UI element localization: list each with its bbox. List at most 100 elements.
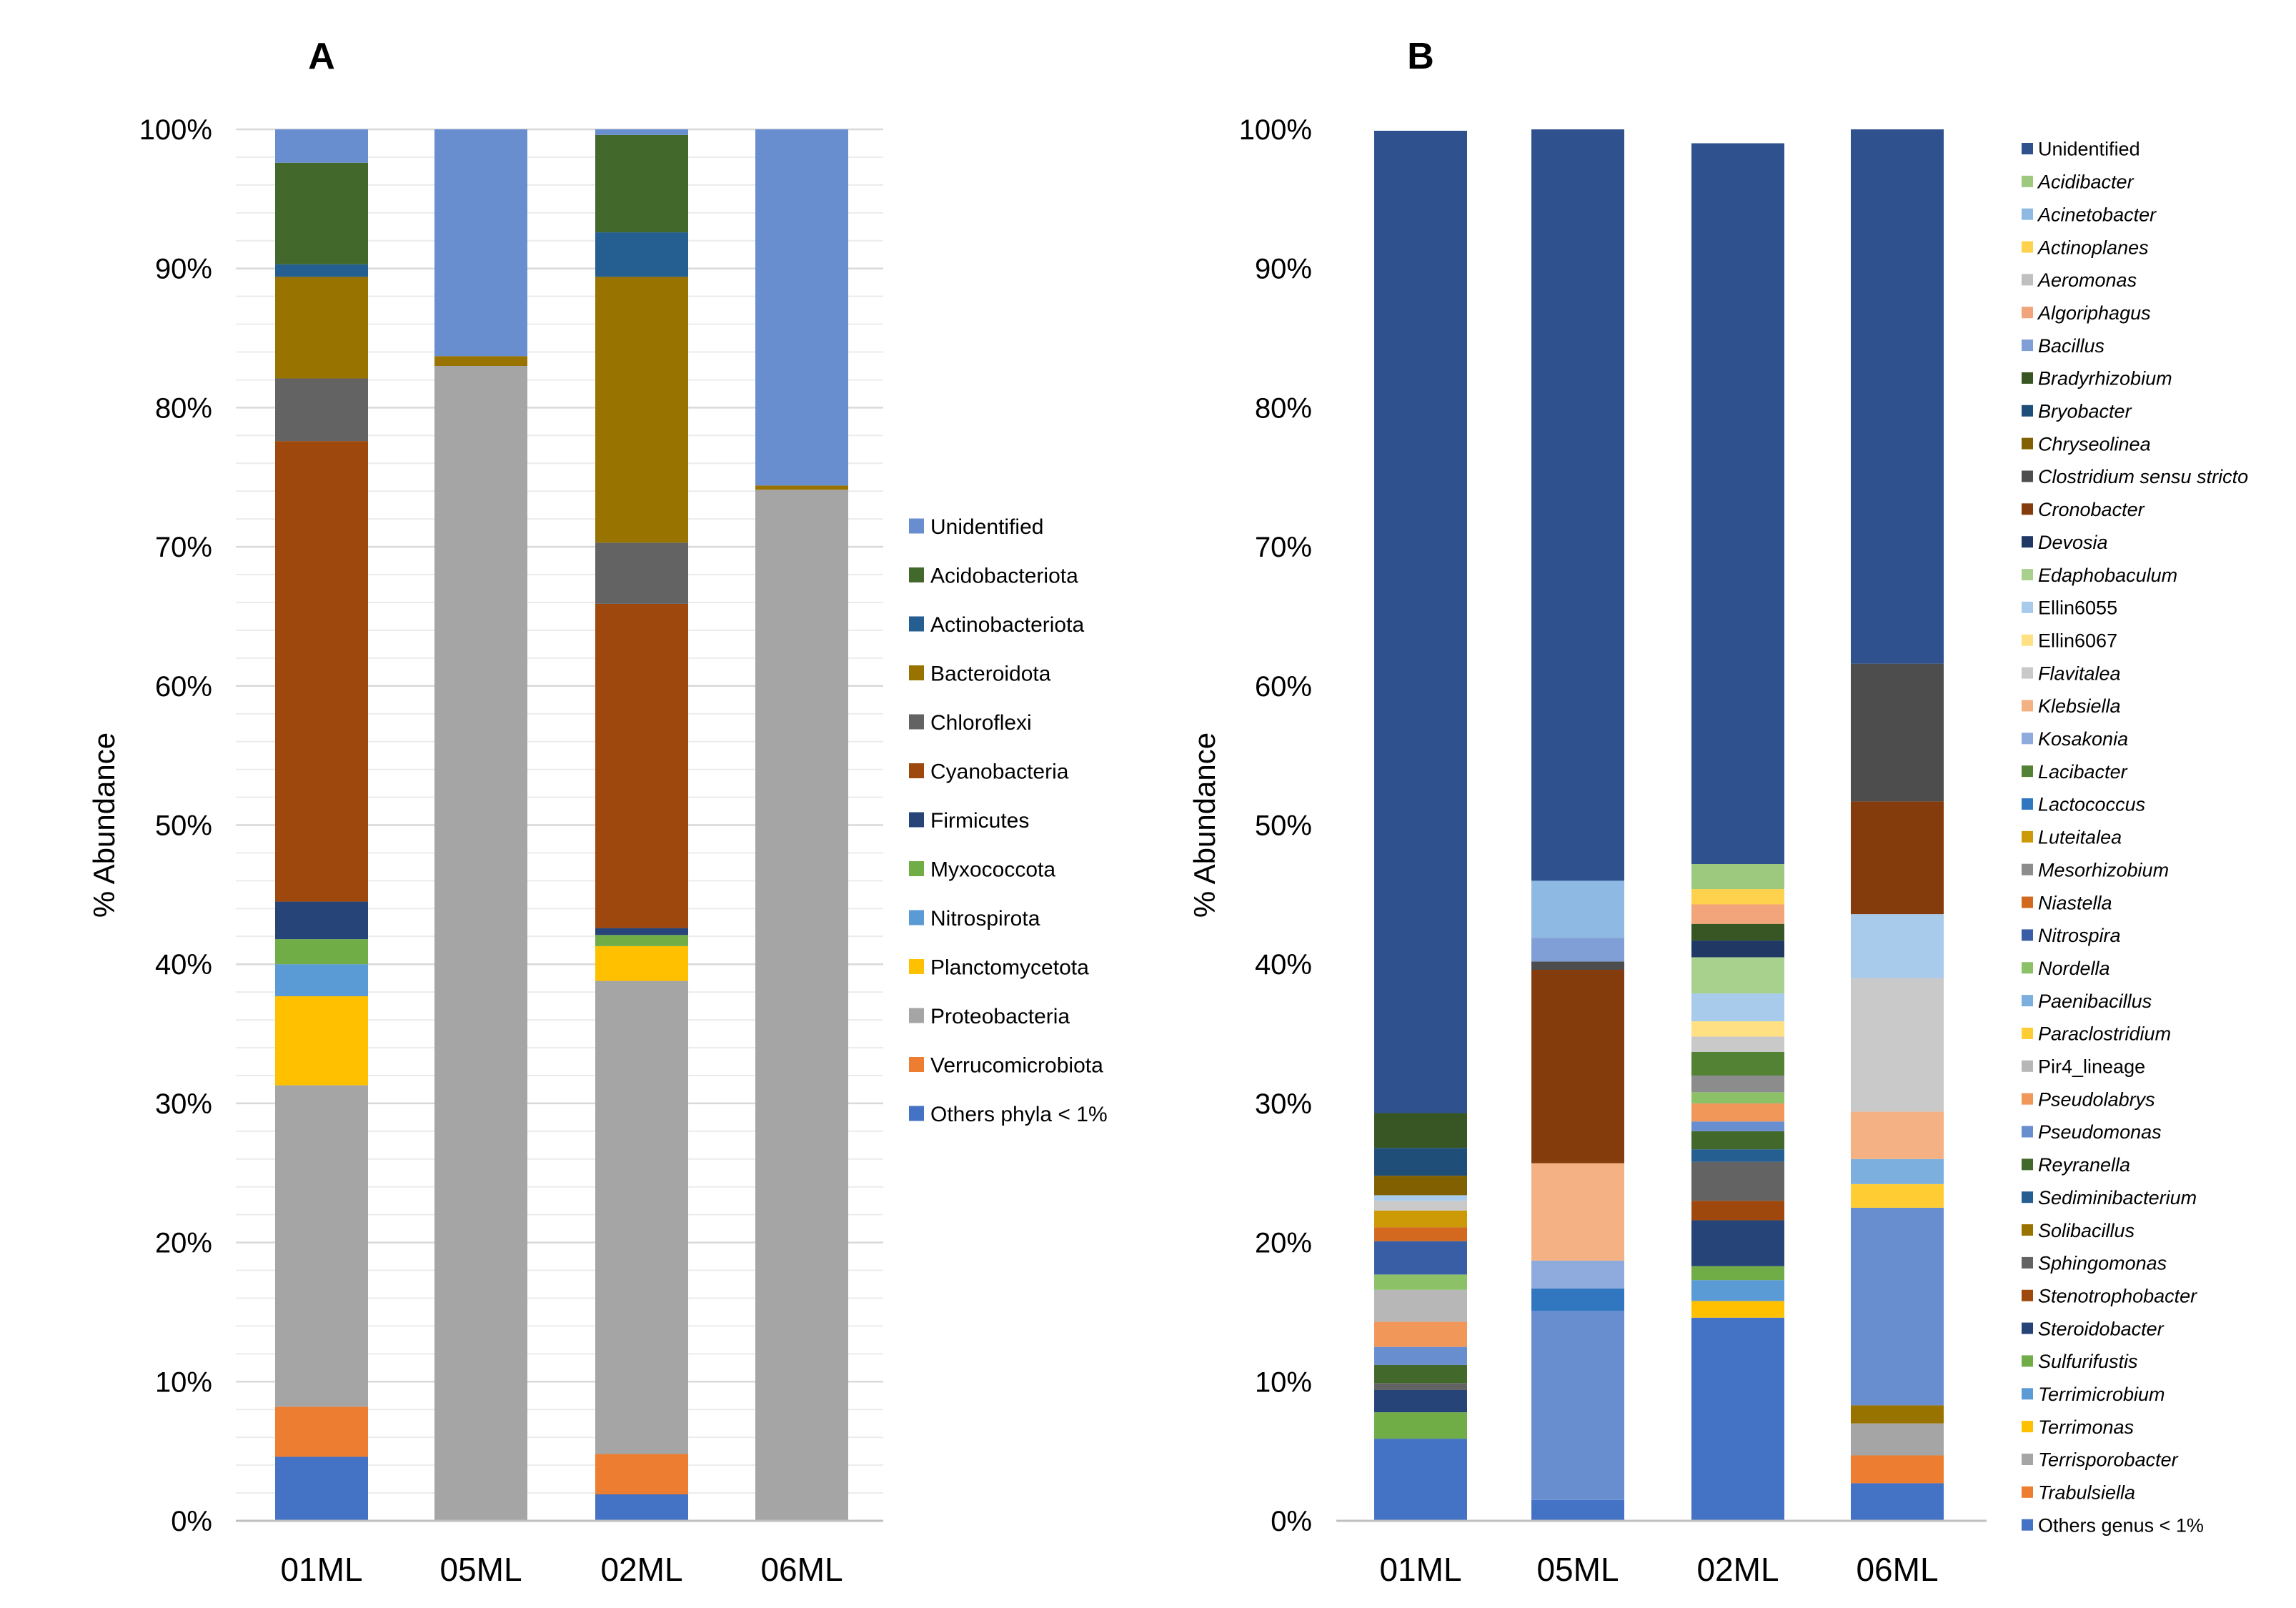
chart-b-bar-segment-02ml-algoriphagus: [1691, 904, 1784, 924]
chart-b-y-tick-label: 0%: [1271, 1506, 1312, 1537]
chart-b-bar-segment-02ml-sediminibacterium: [1691, 1149, 1784, 1162]
chart-a-x-category-label: 06ML: [760, 1551, 843, 1588]
chart-b-legend-label-bradyrhizobium: Bradyrhizobium: [2038, 368, 2172, 389]
chart-a-bar-segment-01ml-proteobacteria: [275, 1085, 368, 1407]
chart-b-legend-swatch-lactococcus: [2022, 798, 2033, 810]
chart-b-legend-swatch-terrimicrobium: [2022, 1388, 2033, 1400]
chart-b-legend-label-bryobacter: Bryobacter: [2038, 401, 2132, 422]
chart-b-bar-segment-01ml-bradyrhizobium: [1374, 1113, 1467, 1148]
chart-b-legend-label-terrimonas: Terrimonas: [2038, 1416, 2134, 1438]
chart-a-bar-segment-01ml-actinobacteriota: [275, 264, 368, 277]
chart-b-legend-swatch-nitrospira: [2022, 929, 2033, 941]
chart-b-legend-label-nitrospira: Nitrospira: [2038, 925, 2121, 946]
chart-b-legend-label-clostridium-sensu-stricto: Clostridium sensu stricto: [2038, 466, 2248, 487]
chart-b-bar-segment-02ml-mesorhizobium: [1691, 1075, 1784, 1093]
chart-a-bar-segment-01ml-myxococcota: [275, 939, 368, 965]
chart-b-bar-segment-05ml-klebsiella: [1531, 1163, 1624, 1261]
chart-b-legend-swatch-acinetobacter: [2022, 208, 2033, 220]
chart-b-legend-swatch-flavitalea: [2022, 667, 2033, 679]
chart-b-legend-swatch-pir4-lineage: [2022, 1060, 2033, 1072]
chart-a-legend-swatch-actinobacteriota: [909, 616, 924, 632]
chart-b-legend-swatch-bryobacter: [2022, 405, 2033, 417]
chart-b-legend-swatch-lacibacter: [2022, 765, 2033, 778]
chart-b-bar-segment-02ml-acidibacter: [1691, 864, 1784, 890]
chart-b-legend-swatch-devosia: [2022, 536, 2033, 548]
chart-b-legend-swatch-steroidobacter: [2022, 1322, 2033, 1334]
chart-a-y-axis-label: % Abundance: [87, 733, 121, 918]
chart-a-bar-segment-06ml-bacteroidota: [755, 485, 848, 490]
chart-b-bar-segment-05ml-bacillus: [1531, 938, 1624, 962]
chart-b-bar-segment-02ml-steroidobacter: [1691, 1220, 1784, 1266]
chart-b-y-tick-label: 40%: [1255, 949, 1312, 981]
chart-b-bar-segment-01ml-pir4-lineage: [1374, 1289, 1467, 1322]
chart-b-bar-segment-01ml-nitrospira: [1374, 1241, 1467, 1275]
chart-b-bar-segment-01ml-ellin6055: [1374, 1195, 1467, 1201]
chart-b-legend-swatch-sphingomonas: [2022, 1256, 2033, 1269]
chart-b-bar-segment-01ml-pseudolabrys: [1374, 1321, 1467, 1347]
chart-b-bar-segment-02ml-devosia: [1691, 941, 1784, 958]
chart-b-legend-swatch-reyranella: [2022, 1158, 2033, 1171]
chart-b-bar-segment-02ml-bradyrhizobium: [1691, 923, 1784, 941]
chart-a-bar-segment-01ml-planctomycetota: [275, 996, 368, 1086]
chart-b-legend-label-unidentified: Unidentified: [2038, 139, 2140, 160]
chart-a-y-tick-label: 30%: [155, 1088, 212, 1120]
chart-a-y-tick-label: 100%: [139, 114, 212, 146]
chart-b-bar-segment-05ml-lactococcus: [1531, 1288, 1624, 1311]
chart-b-legend-label-pseudolabrys: Pseudolabrys: [2038, 1088, 2155, 1110]
chart-b-bar-segment-02ml-terrimonas: [1691, 1301, 1784, 1318]
chart-b-y-tick-label: 60%: [1255, 671, 1312, 703]
chart-b-legend-label-others-genus-1: Others genus < 1%: [2038, 1514, 2204, 1536]
chart-b-legend-label-mesorhizobium: Mesorhizobium: [2038, 859, 2169, 880]
chart-a-legend-label-cyanobacteria: Cyanobacteria: [930, 760, 1069, 783]
chart-a-legend-label-others-phyla-1: Others phyla < 1%: [930, 1103, 1108, 1126]
chart-a-legend-label-nitrospirota: Nitrospirota: [930, 907, 1040, 930]
chart-b-legend-swatch-ellin6055: [2022, 601, 2033, 613]
chart-b-legend-swatch-bradyrhizobium: [2022, 372, 2033, 384]
chart-b-legend-swatch-klebsiella: [2022, 700, 2033, 712]
chart-b-legend-label-kosakonia: Kosakonia: [2038, 728, 2128, 750]
chart-b-bar-segment-02ml-actinoplanes: [1691, 889, 1784, 905]
chart-b-y-tick-label: 80%: [1255, 392, 1312, 424]
chart-b-legend-label-lacibacter: Lacibacter: [2038, 761, 2128, 783]
chart-a-x-category-label: 05ML: [439, 1551, 522, 1588]
chart-b-legend-label-solibacillus: Solibacillus: [2038, 1220, 2135, 1241]
chart-b-legend-swatch-mesorhizobium: [2022, 863, 2033, 875]
chart-b-y-tick-label: 90%: [1255, 254, 1312, 285]
chart-a: 0% 10% 20% 30% 40% 50% 60% 70% 80% 90% 100% % Abund…: [87, 114, 1108, 1588]
chart-b-legend-label-stenotrophobacter: Stenotrophobacter: [2038, 1285, 2197, 1306]
chart-b-bar-segment-06ml-paraclostridium: [1851, 1183, 1944, 1208]
chart-a-bar-segment-01ml-nitrospirota: [275, 964, 368, 996]
chart-a-bar-segment-01ml-others-phyla-1: [275, 1456, 368, 1521]
chart-b-legend-label-sediminibacterium: Sediminibacterium: [2038, 1187, 2197, 1209]
chart-b-legend-label-aeromonas: Aeromonas: [2037, 269, 2137, 291]
chart-a-legend-swatch-planctomycetota: [909, 959, 924, 974]
chart-b-bar-segment-06ml-pseudomonas: [1851, 1207, 1944, 1406]
chart-b-bar-segment-01ml-luteitalea: [1374, 1210, 1467, 1228]
chart-b-legend-swatch-terrisporobacter: [2022, 1454, 2033, 1465]
chart-b-legend-label-devosia: Devosia: [2038, 532, 2108, 553]
chart-b-bar-segment-05ml-others-genus-1: [1531, 1499, 1624, 1521]
chart-b-legend-label-ellin6055: Ellin6055: [2038, 597, 2117, 619]
chart-a-legend-swatch-myxococcota: [909, 861, 924, 876]
chart-b-legend-swatch-unidentified: [2022, 143, 2033, 154]
chart-a-bar-segment-05ml-unidentified: [434, 129, 527, 357]
chart-b-bar-segment-01ml-steroidobacter: [1374, 1389, 1467, 1413]
chart-a-y-tick-label: 80%: [155, 392, 212, 424]
chart-b-legend-swatch-sulfurifustis: [2022, 1355, 2033, 1367]
chart-b-legend-swatch-sediminibacterium: [2022, 1191, 2033, 1203]
chart-b-bar-segment-01ml-pseudomonas: [1374, 1346, 1467, 1365]
chart-b-legend-label-trabulsiella: Trabulsiella: [2038, 1482, 2135, 1504]
chart-b-legend-swatch-edaphobaculum: [2022, 569, 2033, 581]
chart-b-bar-segment-02ml-lacibacter: [1691, 1051, 1784, 1076]
chart-b-y-axis-label: % Abundance: [1188, 733, 1221, 918]
chart-a-legend-swatch-cyanobacteria: [909, 763, 924, 778]
chart-b-x-category-label: 02ML: [1696, 1551, 1779, 1588]
chart-a-bar-segment-05ml-bacteroidota: [434, 356, 527, 366]
chart-b-bar-segment-02ml-sphingomonas: [1691, 1161, 1784, 1201]
chart-a-bar-segment-02ml-verrucomicrobiota: [595, 1454, 688, 1495]
chart-b-legend-label-lactococcus: Lactococcus: [2038, 794, 2145, 815]
chart-a-bar-segment-02ml-firmicutes: [595, 928, 688, 935]
chart-b-bar-segment-02ml-sulfurifustis: [1691, 1266, 1784, 1281]
chart-a-bar-segment-02ml-others-phyla-1: [595, 1494, 688, 1521]
chart-b-bar-segment-06ml-flavitalea: [1851, 978, 1944, 1112]
